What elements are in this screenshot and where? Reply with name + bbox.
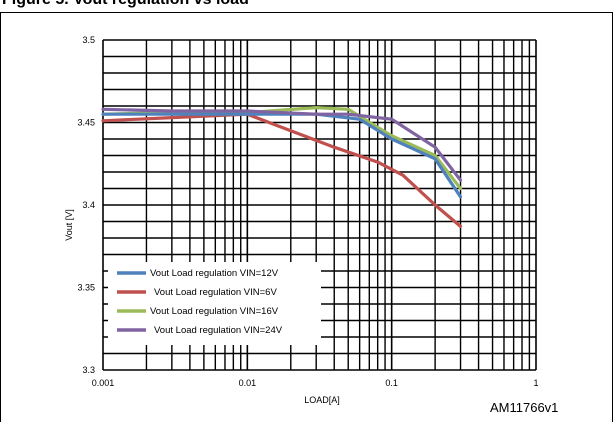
figure-reference: AM11766v1 — [490, 400, 558, 415]
series-line-1 — [101, 112, 463, 228]
legend-entry: Vout Load regulation VIN=12V — [150, 268, 279, 279]
series-layer — [101, 105, 463, 228]
x-tick-label: 1 — [533, 378, 538, 388]
y-tick-label: 3.5 — [82, 35, 95, 45]
series-line-3 — [101, 107, 463, 182]
legend: Vout Load regulation VIN=12V Vout Load re… — [108, 262, 321, 345]
x-tick-label: 0.001 — [92, 378, 115, 388]
legend-entry: Vout Load regulation VIN=24V — [154, 325, 283, 336]
y-tick-label: 3.3 — [82, 365, 95, 375]
header-strip: Figure 5. Vout regulation vs load — [0, 0, 615, 12]
legend-entry: Vout Load regulation VIN=16V — [150, 306, 279, 317]
series-line-0 — [101, 112, 463, 199]
y-axis-label: Vout [V] — [64, 209, 74, 241]
axes: 3.3 3.35 3.4 3.45 3.5 0.001 0.01 0.1 1 — [77, 35, 538, 388]
y-tick-label: 3.45 — [77, 118, 95, 128]
figure-title: Figure 5. Vout regulation vs load — [2, 0, 249, 9]
y-tick-label: 3.35 — [77, 283, 95, 293]
legend-entry: Vout Load regulation VIN=6V — [154, 287, 277, 298]
x-axis-label: LOAD[A] — [304, 395, 340, 405]
x-tick-label: 0.01 — [239, 378, 257, 388]
x-tick-label: 0.1 — [385, 378, 398, 388]
figure-frame — [0, 12, 613, 422]
y-tick-label: 3.4 — [82, 200, 95, 210]
